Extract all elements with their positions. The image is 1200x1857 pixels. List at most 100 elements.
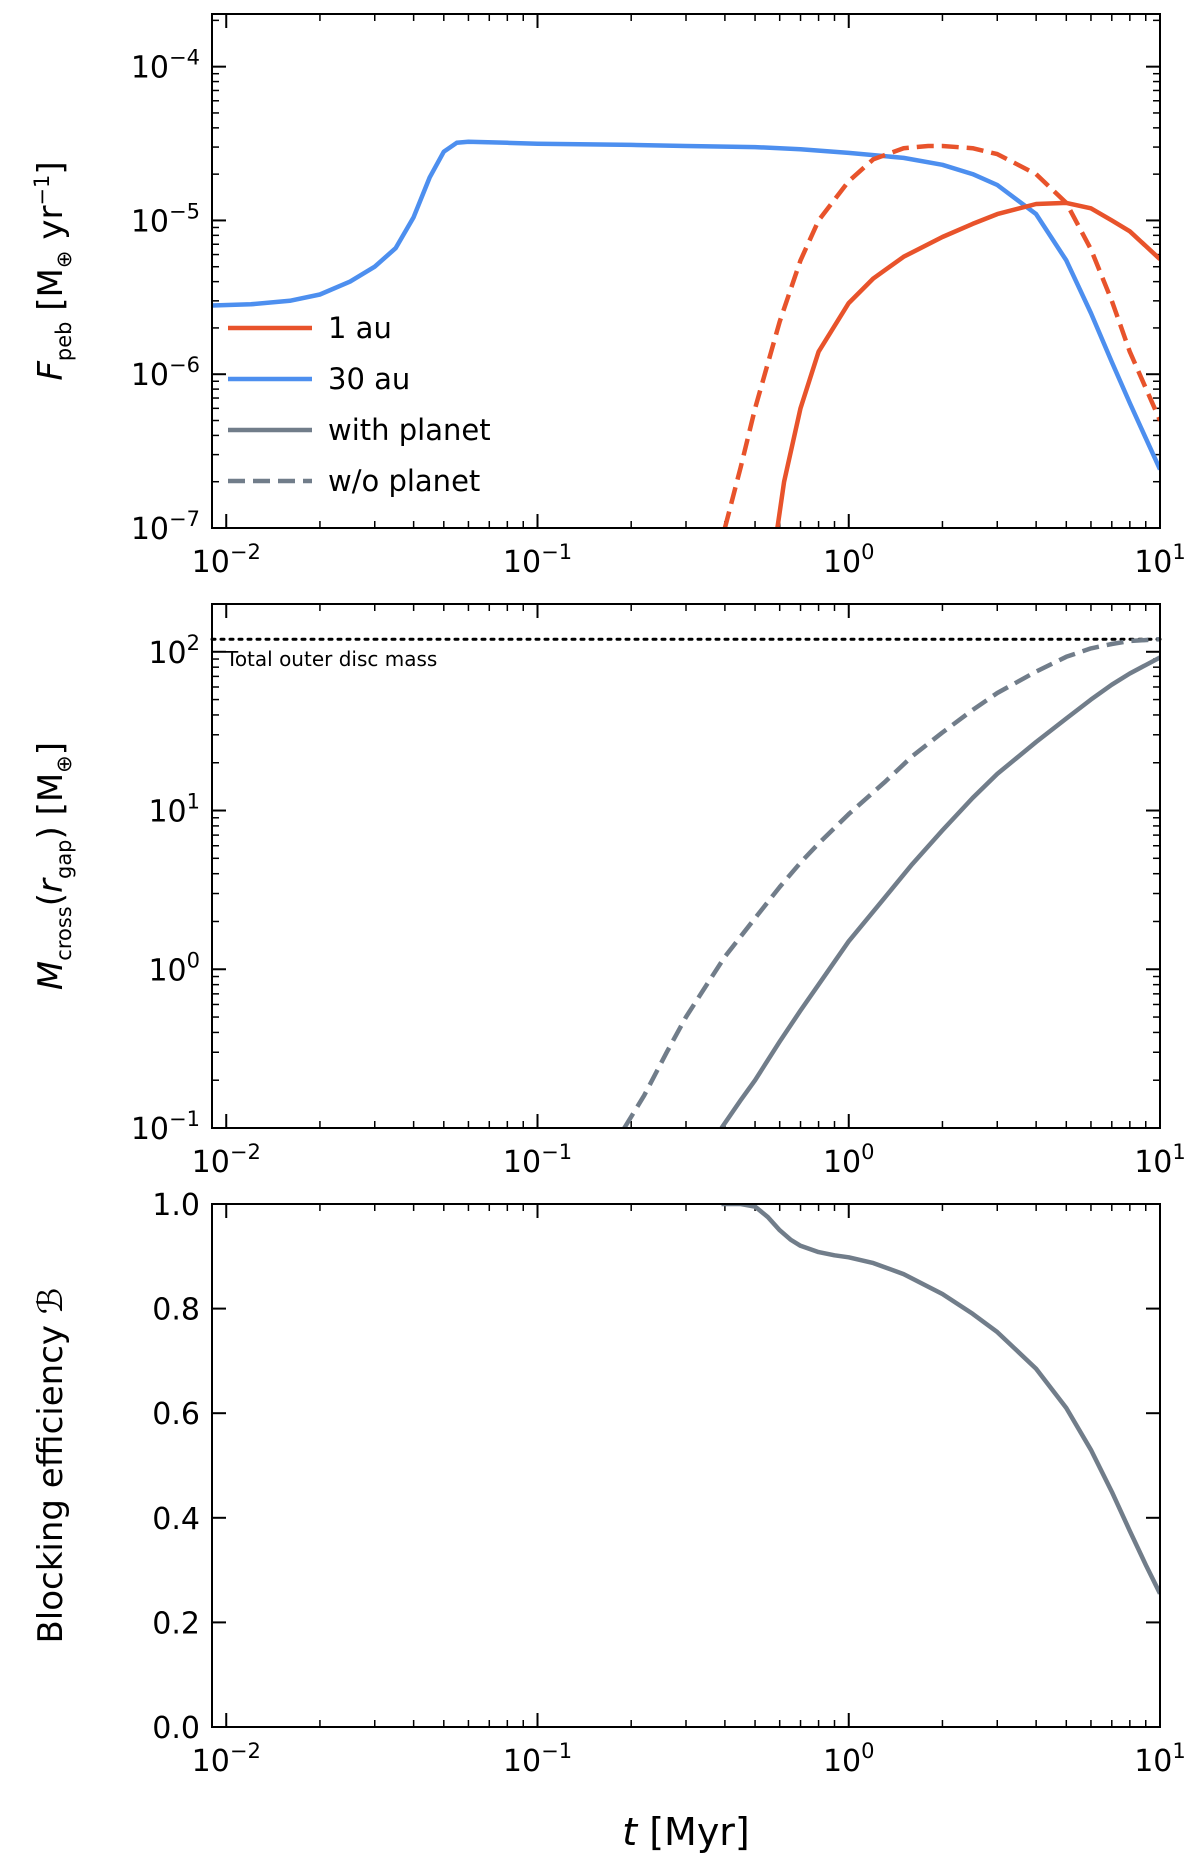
y-label-unit-close: ] (31, 742, 71, 755)
y-tick-label: 101 (148, 790, 200, 830)
x-label-unit: [Myr] (637, 1810, 750, 1854)
x-tick-label: 10−1 (503, 1140, 572, 1180)
x-tick-exponent: 0 (861, 1140, 874, 1164)
legend-label: 30 au (328, 362, 410, 396)
x-tick-label: 101 (1134, 540, 1186, 580)
y-label-subscript: peb (52, 322, 76, 362)
y-tick-label: 0.4 (152, 1502, 200, 1537)
y-tick-label: 10−4 (131, 46, 200, 86)
x-tick-exponent: −2 (230, 1140, 261, 1164)
y-tick-label: 10−1 (131, 1107, 200, 1147)
x-tick-base: 10 (503, 545, 541, 580)
y-tick-label: 102 (148, 631, 200, 671)
y-tick-label: 10−7 (131, 507, 200, 547)
y-label-unit-open: [M (31, 773, 71, 826)
x-tick-exponent: 0 (861, 1739, 874, 1763)
x-tick-exponent: 1 (1172, 540, 1185, 564)
x-tick-label: 101 (1134, 1739, 1186, 1779)
x-tick-label: 100 (823, 1739, 875, 1779)
series-line-with-planet-solid (721, 1204, 1160, 1595)
y-axis-label: Blocking efficiency ℬ (31, 1287, 71, 1643)
x-tick-exponent: −1 (541, 540, 572, 564)
x-tick-base: 10 (503, 1145, 541, 1180)
y-label-arg-subscript: gap (52, 839, 76, 879)
plot-frame (211, 13, 1161, 529)
x-tick-base: 10 (192, 1145, 230, 1180)
plot-frame (211, 1203, 1161, 1728)
x-tick-exponent: −1 (541, 1739, 572, 1763)
y-tick-label: 10−6 (131, 353, 200, 393)
x-tick-exponent: 0 (861, 540, 874, 564)
x-tick-exponent: −2 (230, 540, 261, 564)
y-tick-label: 1.0 (152, 1188, 200, 1223)
y-tick-exponent: −7 (169, 507, 200, 531)
series-line-w-o-planet-dashed (622, 636, 1160, 1128)
x-tick-label: 101 (1134, 1140, 1186, 1180)
series-line-1-au-dashed (722, 143, 1160, 528)
y-tick-label: 10−5 (131, 199, 200, 239)
y-label-symbol: M (31, 961, 71, 990)
x-tick-label: 100 (823, 1140, 875, 1180)
y-label-unit-close: ] (31, 161, 71, 174)
total-mass-label: Total outer disc mass (225, 647, 437, 671)
y-tick-base: 10 (148, 795, 186, 830)
legend-label: w/o planet (328, 464, 480, 498)
x-tick-base: 10 (192, 1744, 230, 1779)
x-tick-base: 10 (1134, 1145, 1172, 1180)
x-tick-exponent: −1 (541, 1140, 572, 1164)
x-tick-base: 10 (503, 1744, 541, 1779)
plot-frame (211, 603, 1161, 1129)
x-tick-exponent: −2 (230, 1739, 261, 1763)
y-label-unit-subscript: ⊕ (52, 755, 76, 773)
x-tick-base: 10 (823, 545, 861, 580)
x-tick-label: 10−1 (503, 540, 572, 580)
y-tick-base: 10 (131, 512, 169, 547)
y-tick-base: 10 (131, 204, 169, 239)
y-label-symbol: F (31, 361, 71, 381)
y-tick-base: 10 (131, 51, 169, 86)
legend-label: with planet (328, 413, 491, 447)
y-label-unit-superscript: −1 (30, 175, 54, 206)
y-tick-base: 10 (148, 636, 186, 671)
y-tick-label: 0.6 (152, 1397, 200, 1432)
panel-blocking-efficiency: 10−2 10−1 100 1010.00.20.40.60.81.0Blocking… (31, 1188, 1186, 1854)
x-tick-base: 10 (1134, 1744, 1172, 1779)
y-axis-label: Fpeb [M⊕ yr−1] (30, 161, 76, 380)
x-tick-exponent: 1 (1172, 1140, 1185, 1164)
y-tick-base: 10 (148, 953, 186, 988)
x-tick-label: 100 (823, 540, 875, 580)
y-label-open-paren: ( (31, 893, 71, 906)
series-group (622, 636, 1160, 1128)
y-label-unit-mid: yr (31, 206, 71, 251)
x-tick-label: 10−2 (192, 540, 261, 580)
y-label-arg: r (31, 877, 71, 893)
y-label-subscript: cross (52, 906, 76, 960)
x-tick-base: 10 (1134, 545, 1172, 580)
x-tick-label: 10−1 (503, 1739, 572, 1779)
y-tick-exponent: −4 (169, 46, 200, 70)
y-tick-exponent: 2 (187, 631, 200, 655)
y-tick-label: 0.8 (152, 1293, 200, 1328)
y-tick-exponent: 0 (187, 948, 200, 972)
y-tick-exponent: 1 (187, 790, 200, 814)
x-tick-base: 10 (823, 1744, 861, 1779)
y-axis-label: Mcross(rgap) [M⊕] (31, 742, 76, 990)
y-tick-base: 10 (131, 358, 169, 393)
series-line-1-au-solid (775, 200, 1160, 528)
y-label-unit-open: [M (31, 268, 71, 321)
series-group (721, 1204, 1160, 1595)
x-tick-label: 10−2 (192, 1739, 261, 1779)
y-tick-label: 0.0 (152, 1711, 200, 1746)
x-tick-base: 10 (823, 1145, 861, 1180)
y-label-close-paren: ) (31, 826, 71, 839)
x-label-symbol: t (622, 1810, 639, 1854)
legend-label: 1 au (328, 311, 392, 345)
series-line-with-planet-solid (719, 655, 1160, 1128)
x-axis-label: t [Myr] (622, 1810, 750, 1854)
y-tick-label: 0.2 (152, 1606, 200, 1641)
y-tick-label: 100 (148, 948, 200, 988)
y-label-unit-subscript: ⊕ (52, 250, 76, 268)
x-tick-base: 10 (192, 545, 230, 580)
